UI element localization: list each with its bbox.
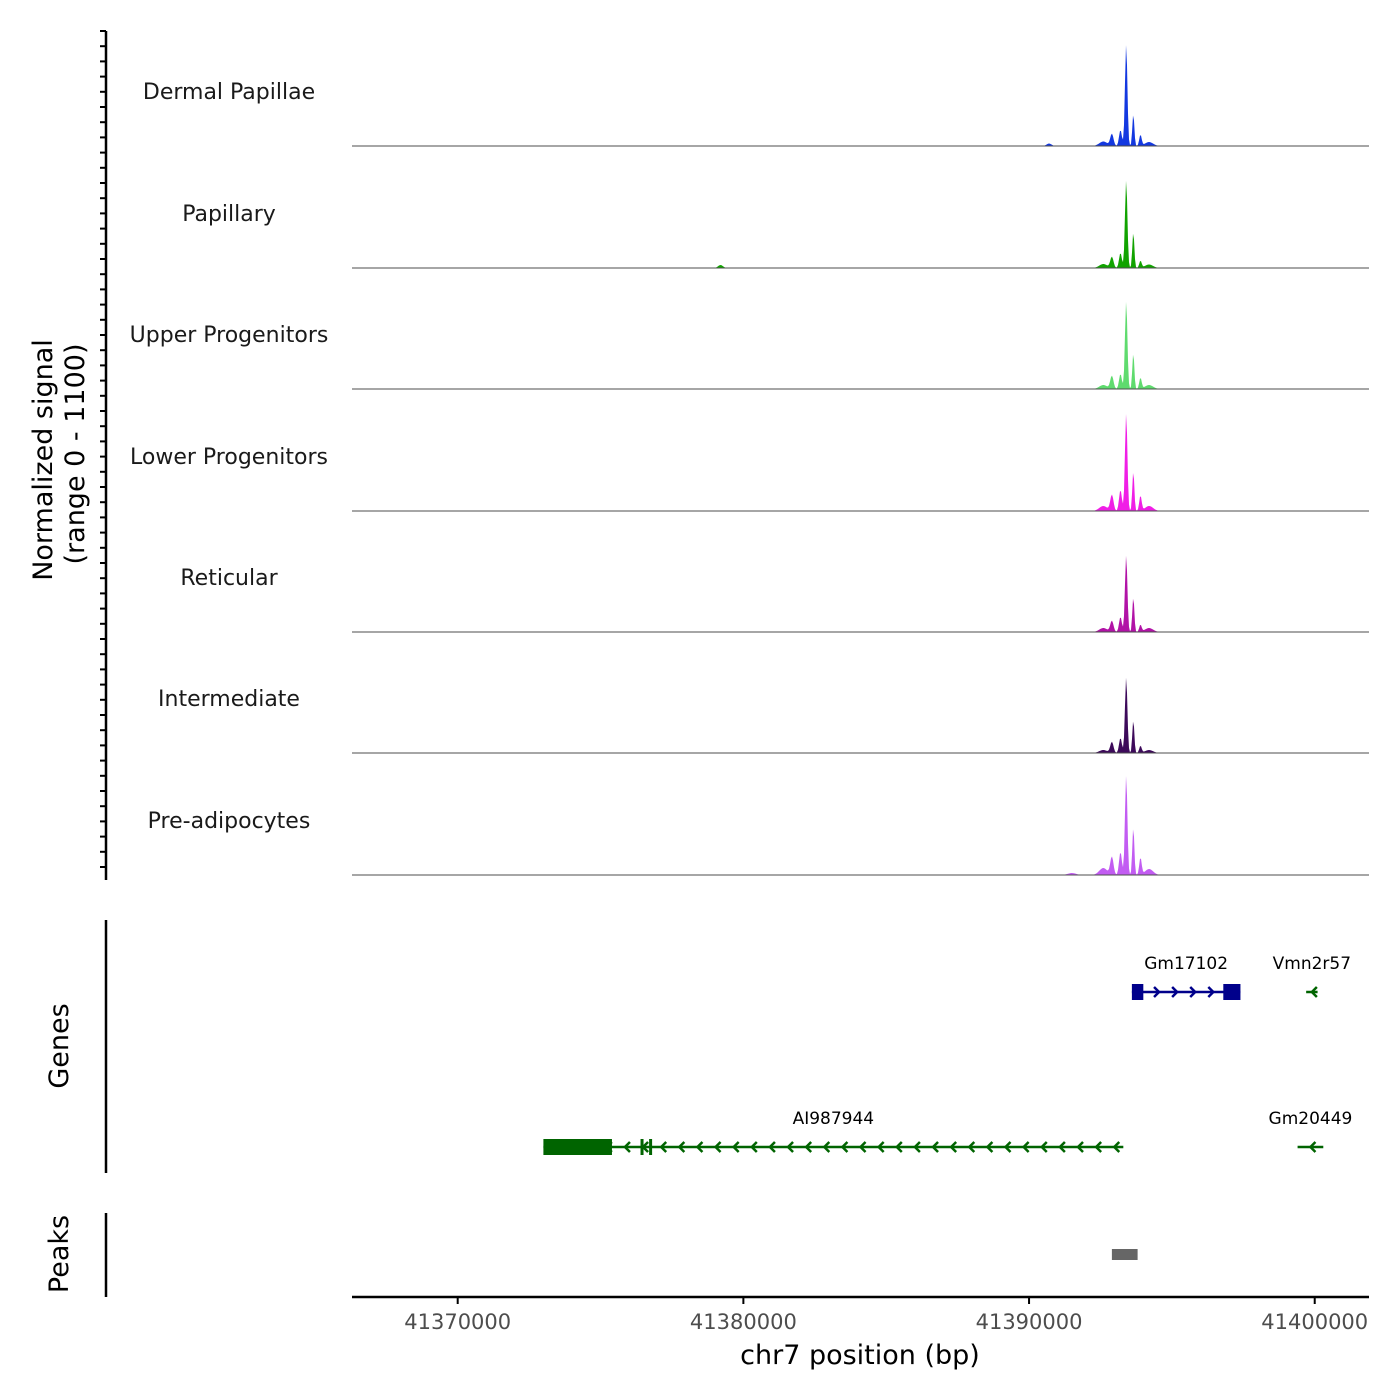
genes-track-title: Genes xyxy=(44,1003,75,1088)
gene-exon xyxy=(649,1139,653,1155)
x-axis: 41370000 41380000 41390000 41400000 xyxy=(352,1295,1369,1334)
gene-strand-arrow xyxy=(1040,1141,1048,1153)
track-label: Pre-adipocytes xyxy=(148,809,311,834)
gene-strand-arrow xyxy=(1021,1141,1030,1153)
track-papillary: Papillary xyxy=(182,180,1369,269)
gene-strand-arrow xyxy=(858,1141,867,1153)
x-axis-title: chr7 position (bp) xyxy=(740,1340,980,1371)
gene-strand-arrow xyxy=(1112,1141,1121,1153)
gene-strand-arrow xyxy=(840,1141,849,1153)
gene-strand-arrow xyxy=(750,1141,758,1153)
gene-strand-arrow xyxy=(713,1141,722,1153)
track-signal-area xyxy=(352,677,1369,753)
gene-strand-arrow xyxy=(731,1141,740,1153)
gene-strand-arrow xyxy=(949,1141,958,1153)
gene-vmn2r57: Vmn2r57 xyxy=(1273,954,1351,998)
track-signal-area xyxy=(352,776,1369,875)
peak-track xyxy=(1111,1249,1138,1260)
gene-strand-arrow xyxy=(623,1141,631,1153)
gene-strand-arrow xyxy=(1058,1141,1066,1153)
gene-strand-arrow xyxy=(1153,986,1161,998)
gene-exon xyxy=(640,1139,644,1155)
gene-strand-arrow xyxy=(895,1141,903,1153)
gene-gm20449: Gm20449 xyxy=(1269,1109,1353,1153)
x-tick-label: 41380000 xyxy=(690,1310,797,1334)
track-upper-progenitors: Upper Progenitors xyxy=(130,301,1369,390)
gene-strand-arrow xyxy=(876,1141,885,1153)
gene-gm17102: Gm17102 xyxy=(1131,954,1241,1000)
gene-strand-arrow xyxy=(786,1141,794,1153)
track-signal-area xyxy=(352,301,1369,389)
x-tick-label: 41400000 xyxy=(1261,1310,1368,1334)
x-tick-label: 41390000 xyxy=(976,1310,1083,1334)
track-label: Upper Progenitors xyxy=(130,323,329,348)
track-signal-area xyxy=(352,180,1369,268)
gene-strand-arrow xyxy=(1003,1141,1012,1153)
gene-strand-arrow xyxy=(1310,986,1318,998)
track-signal-area xyxy=(352,45,1369,146)
gene-strand-arrow xyxy=(913,1141,921,1153)
track-label: Lower Progenitors xyxy=(130,445,328,470)
gene-strand-arrow xyxy=(659,1141,668,1153)
track-label: Dermal Papillae xyxy=(143,80,315,105)
left-axes xyxy=(100,30,108,1297)
y-axis-range: (range 0 - 1100) xyxy=(60,344,91,565)
track-label: Reticular xyxy=(180,566,278,591)
gene-strand-arrow xyxy=(1189,986,1197,998)
peaks-track-title: Peaks xyxy=(44,1215,75,1293)
gene-strand-arrow xyxy=(768,1141,776,1153)
gene-strand-arrow xyxy=(822,1141,831,1153)
gene-strand-arrow xyxy=(931,1141,939,1153)
gene-exon xyxy=(1131,984,1144,1000)
track-lower-progenitors: Lower Progenitors xyxy=(130,414,1369,512)
gene-ai987944: AI987944 xyxy=(543,1109,1124,1155)
gene-exon xyxy=(543,1139,612,1155)
gene-exon xyxy=(1223,984,1241,1000)
y-axis-title: Normalized signal xyxy=(28,339,59,581)
peak-region xyxy=(1111,1249,1138,1260)
gene-label: Vmn2r57 xyxy=(1273,954,1351,974)
gene-strand-arrow xyxy=(1308,1141,1317,1153)
gene-strand-arrow xyxy=(1094,1141,1103,1153)
track-pre-adipocytes: Pre-adipocytes xyxy=(148,776,1369,876)
track-intermediate: Intermediate xyxy=(158,677,1369,754)
signal-tracks: Dermal Papillae Papillary Upper Progenitor… xyxy=(130,45,1369,876)
x-tick-label: 41370000 xyxy=(404,1310,511,1334)
gene-strand-arrow xyxy=(1171,986,1179,998)
track-signal-area xyxy=(352,414,1369,511)
gene-strand-arrow xyxy=(1207,986,1216,998)
gene-strand-arrow xyxy=(695,1141,704,1153)
gene-strand-arrow xyxy=(804,1141,813,1153)
gene-track: Gm17102 Vmn2r57 AI987944 Gm20449 xyxy=(543,954,1352,1155)
track-label: Papillary xyxy=(182,202,276,227)
track-signal-area xyxy=(352,555,1369,632)
gene-label: Gm20449 xyxy=(1269,1109,1353,1129)
track-reticular: Reticular xyxy=(180,555,1369,633)
track-dermal-papillae: Dermal Papillae xyxy=(143,45,1369,147)
gene-strand-arrow xyxy=(677,1141,686,1153)
gene-strand-arrow xyxy=(967,1141,976,1153)
gene-strand-arrow xyxy=(1076,1141,1084,1153)
gene-label: AI987944 xyxy=(793,1109,875,1129)
gene-strand-arrow xyxy=(985,1141,994,1153)
track-label: Intermediate xyxy=(158,687,300,712)
gene-label: Gm17102 xyxy=(1144,954,1228,974)
